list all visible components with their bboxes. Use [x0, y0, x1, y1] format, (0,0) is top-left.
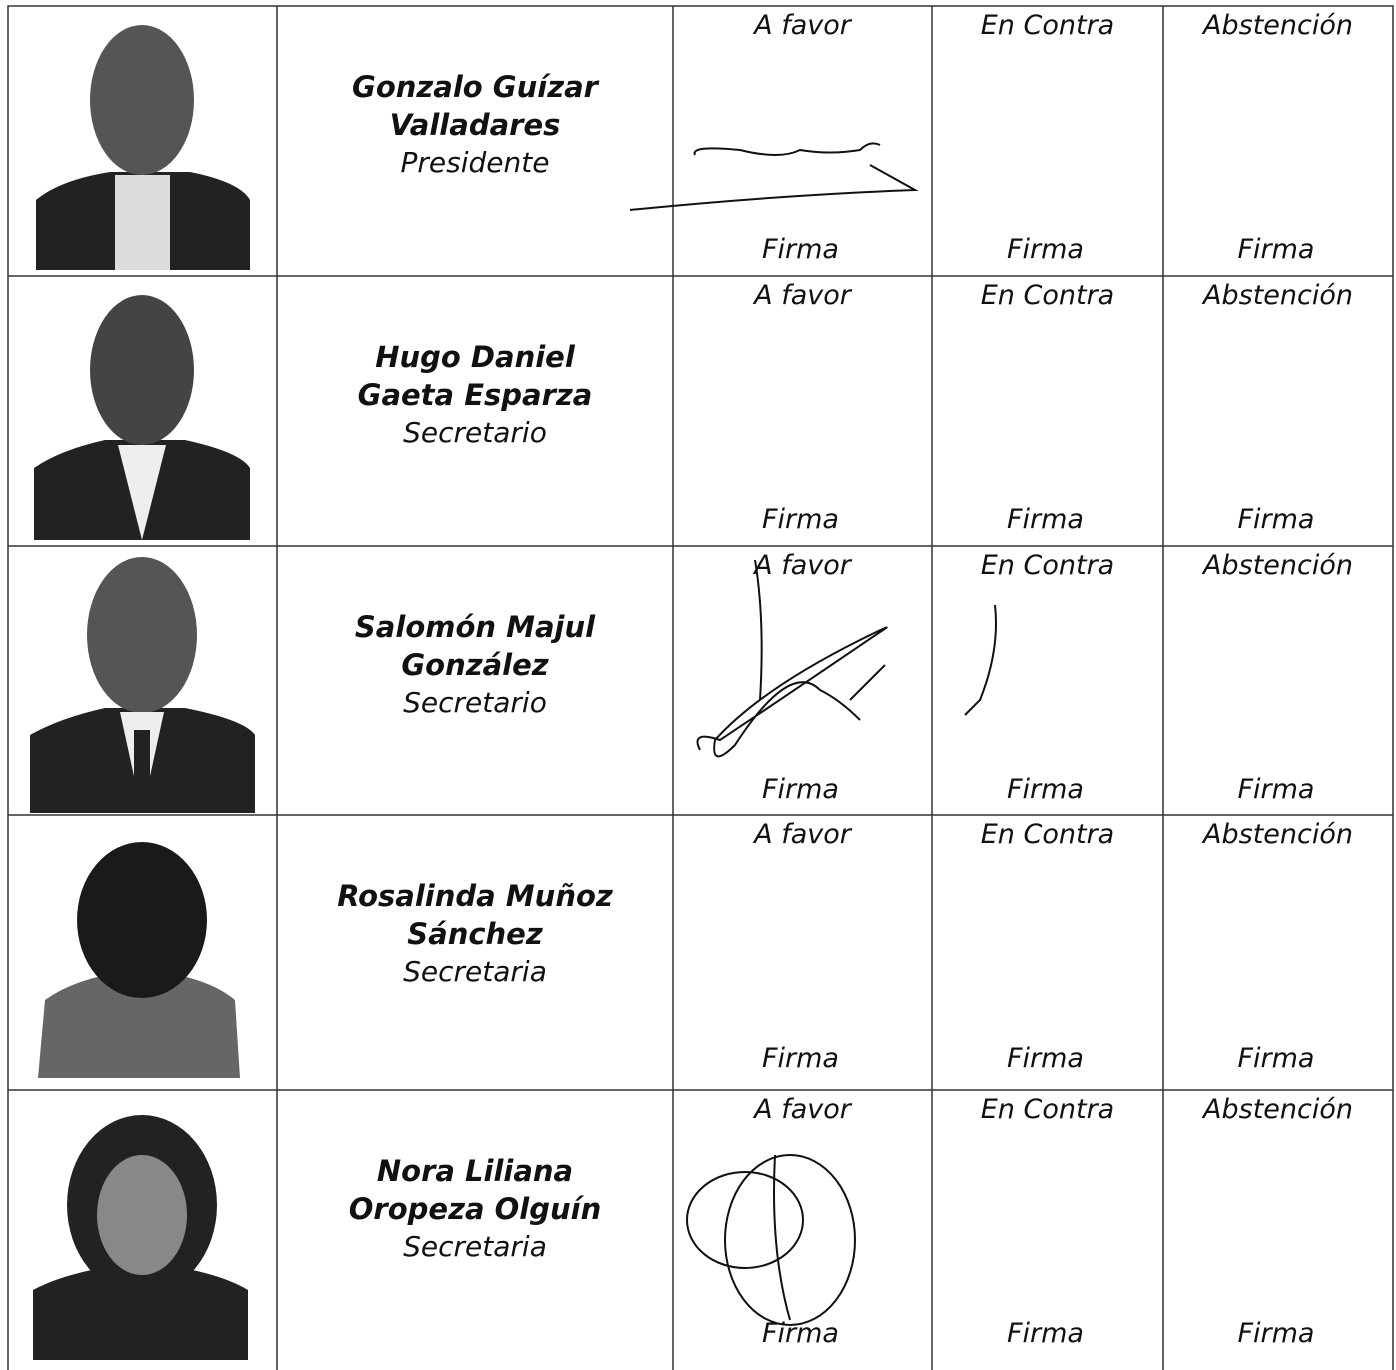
signature-label: Firma — [762, 774, 839, 805]
signature-label: Firma — [1237, 1043, 1315, 1074]
signature — [964, 604, 997, 716]
signature — [629, 142, 919, 211]
member-role: Secretaria — [403, 1230, 547, 1263]
member-name: Rosalinda Muñoz — [337, 879, 613, 913]
vote-option: Abstención — [1203, 10, 1353, 41]
signature — [724, 1154, 856, 1326]
member-role: Secretario — [403, 416, 547, 449]
signature-label: Firma — [1237, 774, 1315, 805]
signature-label: Firma — [1237, 504, 1315, 535]
signature-label: Firma — [1007, 1043, 1084, 1074]
signature-label: Firma — [1237, 1318, 1315, 1349]
photo — [33, 1115, 248, 1360]
signature — [696, 559, 888, 758]
grid — [7, 5, 1394, 1370]
signature-label: Firma — [762, 1043, 839, 1074]
member-role: Secretaria — [403, 955, 547, 988]
vote-option: En Contra — [980, 819, 1115, 850]
vote-option: Abstención — [1203, 819, 1353, 850]
photo — [36, 25, 250, 270]
member-role: Presidente — [400, 146, 550, 179]
vote-option: En Contra — [980, 10, 1115, 41]
vote-option: En Contra — [980, 280, 1115, 311]
vote-option: En Contra — [980, 1094, 1115, 1125]
vote-option: Abstención — [1203, 1094, 1353, 1125]
member-name: Gonzalo Guízar — [352, 70, 598, 104]
member-name: Salomón Majul — [354, 610, 596, 644]
signature-label: Firma — [762, 504, 839, 535]
signature-label: Firma — [1007, 1318, 1084, 1349]
signature-label: Firma — [762, 234, 839, 265]
vote-option: A favor — [754, 1094, 851, 1125]
table-border — [7, 5, 1394, 1370]
vote-option: A favor — [754, 10, 851, 41]
member-name: Oropeza Olguín — [348, 1192, 602, 1226]
vote-option: A favor — [754, 280, 851, 311]
photo — [34, 295, 250, 540]
signature-label: Firma — [1237, 234, 1315, 265]
signatures — [629, 142, 997, 1326]
vote-option: Abstención — [1203, 280, 1353, 311]
vote-option: A favor — [754, 819, 851, 850]
member-name: Valladares — [389, 108, 561, 142]
signature-label: Firma — [1007, 774, 1084, 805]
member-name: Gaeta Esparza — [357, 378, 593, 412]
member-role: Secretario — [403, 686, 547, 719]
member-name: Hugo Daniel — [375, 340, 575, 374]
member-name: Nora Liliana — [376, 1154, 574, 1188]
signature-label: Firma — [1007, 234, 1084, 265]
vote-option: Abstención — [1203, 550, 1353, 581]
vote-option: A favor — [754, 550, 851, 581]
signature — [773, 1154, 791, 1321]
vote-option: En Contra — [980, 550, 1115, 581]
signature-label: Firma — [762, 1318, 839, 1349]
signature-label: Firma — [1007, 504, 1084, 535]
photos — [30, 25, 255, 1360]
photo — [38, 842, 240, 1078]
signature — [686, 1171, 804, 1269]
photo — [30, 557, 255, 813]
member-name: Sánchez — [407, 917, 543, 951]
member-name: González — [401, 648, 549, 682]
